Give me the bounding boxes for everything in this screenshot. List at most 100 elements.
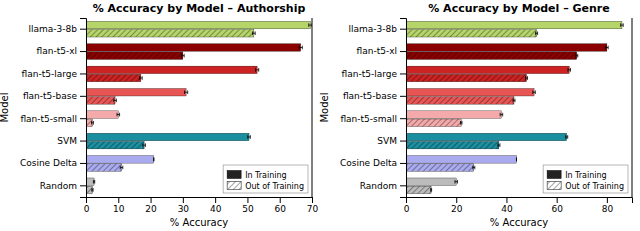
y-tick-mark [80,163,86,164]
error-bar [253,31,256,35]
bar [406,111,501,119]
x-tick-label: 70 [307,204,319,214]
y-tick-mark [400,51,406,52]
error-bar [120,166,123,170]
error-bar [568,68,571,72]
error-bar [299,46,302,50]
error-cap [567,68,568,72]
error-bar [117,113,120,117]
y-tick-label: flan-t5-base [343,91,398,101]
error-bar [513,99,515,103]
error-cap [247,135,248,139]
error-bar [143,143,146,147]
error-cap [252,31,253,35]
error-cap [258,68,259,72]
y-tick: flan-t5-large [342,69,406,79]
x-tick-mark [183,197,184,203]
error-cap [577,54,578,58]
y-tick-label: flan-t5-xl [37,46,77,56]
y-tick: llama-3-8b [29,24,86,34]
error-cap [532,90,533,94]
x-axis: 010203040506070 [84,197,319,214]
error-cap [620,23,621,27]
error-bar [516,158,517,162]
legend-swatch [227,182,241,190]
error-bar [91,121,93,125]
error-bar [576,54,578,58]
bar [406,186,431,194]
error-cap [535,31,536,35]
x-tick-label: 60 [274,204,286,214]
bar [86,164,122,172]
error-bar [182,54,185,58]
bar [406,178,456,186]
legend-box [543,165,628,193]
error-cap [461,121,462,125]
x-tick: 60 [274,197,286,214]
y-tick-label: flan-t5-xl [357,46,397,56]
y-tick-mark [80,29,86,30]
y-axis-line [80,19,87,198]
error-cap [139,76,140,80]
x-tick-label: 40 [501,204,513,214]
x-tick-mark [151,197,152,203]
bar [406,74,527,82]
x-tick-mark [456,197,457,203]
error-cap [527,76,528,80]
y-tick-label: Cosine Delta [340,158,397,168]
legend-label: In Training [245,171,287,180]
x-tick-mark [607,197,608,203]
bar [406,119,461,127]
error-cap [605,46,606,50]
error-bar [566,135,568,139]
error-cap [525,76,526,80]
y-tick-mark [80,73,86,74]
x-tick-label: 80 [602,204,614,214]
error-bar [93,180,94,184]
error-cap [537,31,538,35]
error-cap [91,121,92,125]
error-cap [184,54,185,58]
x-tick-mark [506,197,507,203]
error-cap [608,46,609,50]
x-tick: 60 [551,197,563,214]
y-tick-mark [80,141,86,142]
series [406,21,623,185]
legend-swatch [227,171,241,179]
x-tick-mark [312,197,313,203]
x-tick-label: 20 [451,204,463,214]
error-cap [502,113,503,117]
error-cap [430,188,431,192]
error-cap [93,188,94,192]
error-bar [140,76,143,80]
panel: 010203040506070llama-3-8bflan-t5-xlflan-… [0,2,318,228]
x-axis-line [87,198,313,204]
y-tick: flan-t5-base [23,91,86,101]
bar [86,141,144,149]
y-axis: llama-3-8bflan-t5-xlflan-t5-largeflan-t5… [20,19,87,198]
x-tick-mark [280,197,281,203]
error-cap [184,90,185,94]
error-cap [516,158,517,162]
y-axis-line [400,19,407,198]
x-tick-label: 0 [404,204,410,214]
error-cap [120,166,121,170]
error-cap [153,158,154,162]
y-tick-mark [400,118,406,119]
y-tick-label: flan-t5-small [340,114,397,124]
bar [86,88,186,96]
legend-label: Out of Training [245,182,304,191]
bar [86,156,154,164]
x-tick: 40 [501,197,513,214]
legend-box [223,165,308,193]
bar [86,44,301,52]
y-tick: flan-t5-small [340,114,406,124]
legend-label: Out of Training [565,182,624,191]
error-cap [535,90,536,94]
y-axis: llama-3-8bflan-t5-xlflan-t5-largeflan-t5… [340,19,407,198]
error-cap [457,180,458,184]
error-bar [455,180,458,184]
error-cap [250,135,251,139]
bar [86,21,310,29]
bar [86,133,249,141]
